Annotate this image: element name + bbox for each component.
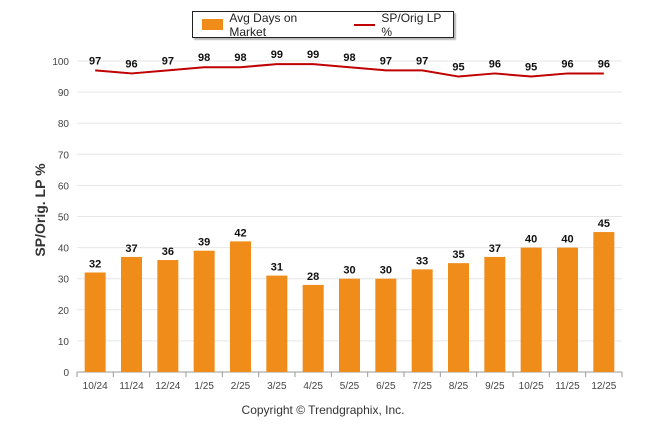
y-tick-label: 10	[58, 337, 70, 348]
bar	[520, 247, 542, 372]
legend-bar-swatch	[202, 19, 224, 30]
bar	[302, 284, 324, 372]
x-tick-label: 11/24	[119, 381, 144, 392]
bar-value-label: 36	[162, 246, 174, 258]
bar	[230, 241, 251, 372]
line-value-label: 98	[343, 52, 355, 64]
copyright: Copyright © Trendgraphix, Inc.	[241, 403, 405, 417]
bar	[157, 260, 179, 372]
y-axis-title: SP/Orig. LP %	[32, 163, 48, 257]
x-tick-label: 12/25	[591, 381, 616, 392]
y-tick-label: 30	[58, 275, 70, 286]
x-tick-label: 7/25	[412, 381, 432, 392]
bar-value-label: 35	[452, 249, 464, 261]
y-tick-label: 70	[58, 150, 70, 161]
bar-value-label: 33	[416, 255, 428, 267]
y-tick-label: 50	[58, 213, 70, 224]
x-tick-label: 4/25	[303, 381, 323, 392]
line-value-label: 97	[162, 55, 174, 67]
bar-value-label: 42	[234, 227, 246, 239]
bar-value-label: 37	[489, 243, 501, 255]
line-value-label: 97	[380, 55, 392, 67]
bar	[193, 250, 215, 372]
legend-bar-label: Avg Days on Market	[229, 10, 298, 39]
bar-value-label: 45	[598, 218, 610, 230]
y-tick-label: 100	[52, 57, 69, 68]
y-tick-label: 60	[58, 181, 70, 192]
line-value-label: 96	[125, 58, 137, 70]
legend-line-label: SP/Orig LP %	[381, 10, 442, 39]
x-tick-label: 9/25	[485, 381, 505, 392]
bar	[484, 256, 506, 372]
line-value-label: 97	[89, 55, 101, 67]
bar	[557, 247, 578, 372]
bar-value-label: 40	[561, 234, 573, 246]
line-value-label: 97	[416, 55, 428, 67]
line-value-label: 96	[561, 58, 573, 70]
bar-value-label: 32	[89, 258, 101, 270]
line-value-label: 95	[452, 62, 464, 74]
line-path	[95, 63, 604, 78]
bar	[593, 232, 615, 372]
data-labels: 32 37 36 39 42 31 28 30 30 33 35 37 40 40 45 97 96 97 98 98…	[89, 49, 610, 283]
bar	[411, 269, 433, 372]
bar	[121, 256, 142, 372]
x-tick-label: 1/25	[194, 381, 214, 392]
x-tick-label: 10/24	[83, 381, 108, 392]
y-tick-label: 20	[58, 306, 70, 317]
line-series	[95, 63, 604, 78]
line-value-label: 95	[525, 62, 537, 74]
y-tick-label: 80	[58, 119, 70, 130]
legend: Avg Days on Market SP/Orig LP %	[192, 10, 454, 39]
axes: 0 10 20 30 40 50 60 70 80 90 100 10/24 11/24 12/24 1/2…	[52, 57, 623, 392]
bar-value-label: 30	[380, 265, 392, 277]
bar-value-label: 39	[198, 237, 210, 249]
bar-value-label: 30	[343, 265, 355, 277]
legend-line-swatch	[354, 23, 376, 26]
line-value-label: 98	[234, 52, 246, 64]
x-tick-label: 10/25	[519, 381, 544, 392]
bar-value-label: 31	[271, 262, 283, 274]
bar-series	[84, 232, 615, 372]
line-value-label: 96	[489, 58, 501, 70]
bar-value-label: 28	[307, 271, 319, 283]
x-tick-label: 2/25	[231, 381, 251, 392]
y-tick-label: 0	[63, 368, 69, 379]
line-value-label: 99	[271, 49, 283, 61]
y-tick-label: 90	[58, 88, 70, 99]
y-tick-label: 40	[58, 244, 70, 255]
line-value-label: 99	[307, 49, 319, 61]
bar-value-label: 40	[525, 234, 537, 246]
line-value-label: 98	[198, 52, 210, 64]
x-tick-label: 3/25	[267, 381, 287, 392]
x-tick-label: 12/24	[155, 381, 180, 392]
x-tick-label: 8/25	[449, 381, 469, 392]
bar	[339, 278, 360, 372]
x-tick-label: 6/25	[376, 381, 396, 392]
bar-value-label: 37	[125, 243, 137, 255]
line-value-label: 96	[598, 58, 610, 70]
x-tick-label: 11/25	[555, 381, 580, 392]
bar	[375, 278, 397, 372]
bar	[266, 275, 288, 372]
bar	[84, 272, 106, 372]
x-tick-label: 5/25	[340, 381, 360, 392]
bar	[448, 263, 469, 372]
